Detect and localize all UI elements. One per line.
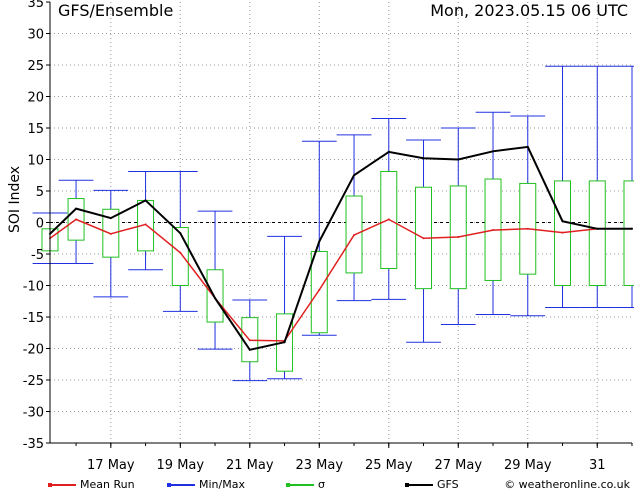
gfs-point (144, 199, 147, 202)
legend-swatch-icon (286, 482, 314, 487)
legend-sigma: σ (286, 478, 325, 491)
y-tick-labels: -35 -30 -25 -20 -15 -10 -5 0 5 10 15 20 25 30 35 (23, 0, 44, 452)
y-tick-label: 5 (36, 185, 44, 200)
gfs-point (75, 207, 78, 210)
gfs-point (422, 157, 425, 160)
x-tick-label: 25 May (365, 458, 413, 473)
y-tick-label: -30 (23, 406, 44, 421)
gfs-series (49, 145, 633, 351)
legend-label: GFS (437, 478, 459, 491)
x-tick-label: 23 May (296, 458, 344, 473)
mean-run-point (75, 218, 78, 221)
gfs-point (631, 227, 633, 230)
x-tick-label: 29 May (504, 458, 552, 473)
mean-run-point (144, 223, 147, 226)
mean-run-point (109, 232, 112, 235)
gfs-point (561, 220, 564, 223)
y-tick-label: 20 (27, 91, 44, 106)
x-tick-label: 21 May (226, 458, 274, 473)
y-tick-label: -25 (23, 374, 44, 389)
y-tick-label: 0 (36, 217, 44, 232)
gfs-point (596, 227, 599, 230)
gfs-point (214, 297, 217, 300)
legend-gfs: GFS (405, 478, 459, 491)
y-tick-label: 10 (27, 154, 44, 169)
legend-mean-run: Mean Run (48, 478, 135, 491)
sigma-box (171, 227, 189, 286)
legend-min-max: Min/Max (167, 478, 245, 491)
mean-run-point (318, 288, 321, 291)
x-tick-label: 19 May (157, 458, 205, 473)
gfs-point (283, 341, 286, 344)
legend-swatch-icon (167, 482, 195, 487)
y-tick-label: -15 (23, 311, 44, 326)
mean-run-point (387, 218, 390, 221)
mean-run-point (353, 234, 356, 237)
mean-run-point (248, 339, 251, 342)
gfs-line (49, 145, 632, 351)
mean-run-point (179, 251, 182, 254)
x-tick-label: 17 May (87, 458, 135, 473)
y-tick-label: 25 (27, 59, 44, 74)
gfs-point (492, 150, 495, 153)
y-tick-label: 30 (27, 28, 44, 43)
x-tick-label: 31 (589, 458, 606, 473)
gfs-point (387, 150, 390, 153)
y-tick-label: -35 (23, 437, 44, 452)
mean-run-point (492, 229, 495, 232)
y-axis-label: SOI Index (7, 165, 23, 233)
chart-title: GFS/Ensemble (58, 1, 174, 20)
legend-label: Min/Max (199, 478, 245, 491)
legend-label: Mean Run (80, 478, 135, 491)
mean-run-point (561, 231, 564, 234)
legend-swatch-icon (405, 482, 433, 487)
y-tick-label: 15 (27, 122, 44, 137)
legend-swatch-icon (48, 482, 76, 487)
run-timestamp: Mon, 2023.05.15 06 UTC (430, 1, 628, 20)
mean-run-series (49, 218, 633, 342)
gfs-point (353, 174, 356, 177)
mean-run-point (457, 235, 460, 238)
min-max-series (32, 65, 634, 382)
mean-run-point (526, 227, 529, 230)
gfs-point (318, 240, 321, 243)
mean-run-line (49, 218, 632, 342)
sigma-box (310, 250, 328, 334)
y-tick-label: -20 (23, 343, 44, 358)
mean-run-point (422, 237, 425, 240)
sigma-box (623, 180, 634, 286)
x-tick-labels: 17 May 19 May 21 May 23 May 25 May 27 May 29 M… (87, 458, 606, 473)
sigma-box (588, 180, 606, 286)
sigma-series (41, 170, 634, 372)
y-tick-label: 35 (27, 0, 44, 11)
gfs-point (457, 158, 460, 161)
gfs-point (109, 217, 112, 220)
axes (46, 1, 633, 448)
sigma-box (206, 269, 224, 323)
y-tick-label: -10 (23, 280, 44, 295)
credit-text: © weatheronline.co.uk (504, 478, 630, 491)
x-tick-label: 27 May (434, 458, 482, 473)
gfs-point (526, 145, 529, 148)
gfs-point (248, 348, 251, 351)
gfs-point (179, 232, 182, 235)
legend-label: σ (318, 478, 325, 491)
y-tick-label: -5 (31, 248, 44, 263)
